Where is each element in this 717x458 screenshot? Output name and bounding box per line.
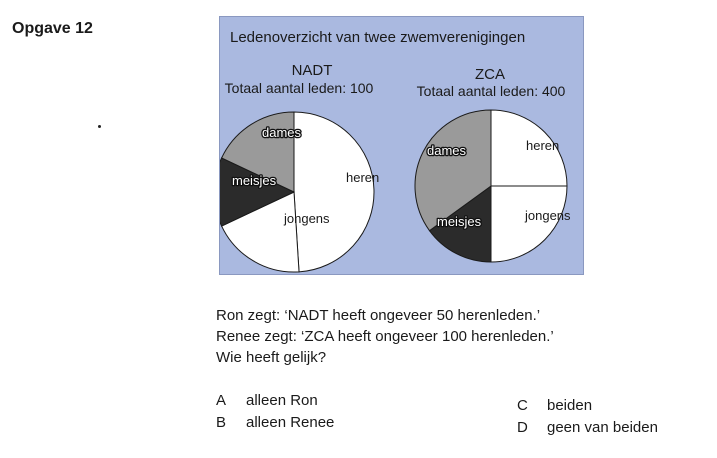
option-letter: A — [216, 392, 227, 409]
nadt-total: Totaal aantal leden: 100 — [225, 80, 374, 96]
pie-slice-heren — [490, 109, 568, 187]
exercise-heading: Opgave 12 — [12, 20, 93, 37]
statement-ron: Ron zegt: ‘NADT heeft ongeveer 50 herenl… — [216, 307, 541, 324]
option-text: beiden — [547, 397, 593, 414]
pie-label-dames: dames — [427, 143, 467, 158]
option-text: geen van beiden — [547, 419, 658, 436]
option-letter: C — [517, 397, 528, 414]
chart-panel: Ledenoverzicht van twee zwemverenigingen… — [219, 16, 584, 275]
option-letter: B — [216, 414, 227, 431]
nadt-pie: heren jongens meisjes dames — [220, 111, 379, 273]
pie-label-jongens: jongens — [283, 211, 330, 226]
question-block: Ron zegt: ‘NADT heeft ongeveer 50 herenl… — [216, 305, 554, 368]
pie-slice-dames — [414, 109, 492, 232]
zca-name: ZCA — [475, 66, 505, 83]
zca-pie: heren jongens meisjes dames — [414, 109, 571, 263]
pie-slice-dames — [220, 111, 295, 193]
pie-label-meisjes: meisjes — [437, 214, 482, 229]
nadt-name: NADT — [292, 62, 333, 79]
pie-label-dames: dames — [262, 125, 302, 140]
stray-dot — [98, 125, 101, 128]
pie-label-heren: heren — [526, 138, 559, 153]
pie-slice-jongens — [490, 185, 568, 263]
statement-renee: Renee zegt: ‘ZCA heeft ongeveer 100 here… — [216, 328, 554, 345]
option-text: alleen Renee — [246, 414, 335, 431]
pie-slice-meisjes — [428, 185, 492, 263]
pie-label-jongens: jongens — [524, 208, 571, 223]
pie-label-meisjes: meisjes — [232, 173, 277, 188]
pie-charts: Ledenoverzicht van twee zwemverenigingen… — [220, 29, 571, 273]
chart-title: Ledenoverzicht van twee zwemverenigingen — [230, 29, 525, 46]
pie-slice-jongens — [220, 191, 300, 273]
pie-label-heren: heren — [346, 170, 379, 185]
pie-slice-meisjes — [220, 157, 296, 227]
question-text: Wie heeft gelijk? — [216, 349, 327, 366]
option-text: alleen Ron — [246, 392, 318, 409]
pie-slice-heren — [293, 111, 375, 273]
zca-total: Totaal aantal leden: 400 — [417, 83, 566, 99]
option-letter: D — [517, 419, 528, 436]
